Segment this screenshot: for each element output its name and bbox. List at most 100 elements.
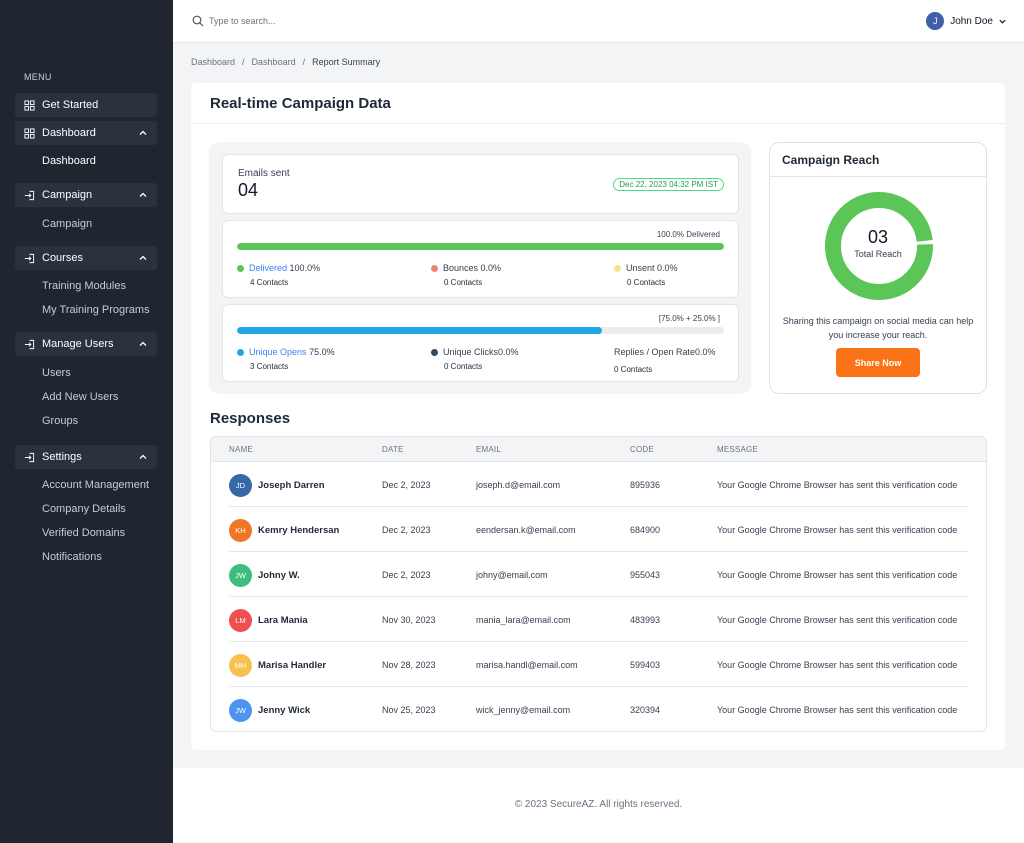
delivered-value: 100.0% bbox=[289, 263, 321, 273]
donut-ring bbox=[825, 192, 933, 300]
breadcrumb: Dashboard / Dashboard / Report Summary bbox=[191, 57, 380, 67]
row-date: Nov 30, 2023 bbox=[382, 615, 436, 625]
menu-label: MENU bbox=[24, 72, 52, 82]
col-date[interactable]: DATE bbox=[382, 445, 404, 454]
stats-panel: Emails sent 04 Dec 22, 2023 04:32 PM IST… bbox=[209, 142, 751, 394]
delivered-link[interactable]: Delivered bbox=[249, 263, 288, 273]
user-menu[interactable]: J John Doe bbox=[926, 12, 1007, 30]
engagement-progress-track bbox=[237, 327, 724, 334]
breadcrumb-separator: / bbox=[302, 57, 306, 67]
chevron-up-icon bbox=[139, 130, 147, 135]
row-divider bbox=[229, 641, 969, 642]
chevron-up-icon bbox=[139, 192, 147, 197]
nav-get-started[interactable]: Get Started bbox=[15, 93, 157, 117]
unsent-contacts: 0 Contacts bbox=[627, 278, 666, 287]
bounces-stat: Bounces 0.0% bbox=[431, 263, 501, 273]
table-row[interactable]: LM Lara Mania Nov 30, 2023 mania_lara@em… bbox=[211, 597, 986, 642]
sub-account-management[interactable]: Account Management bbox=[42, 479, 150, 491]
delivery-progress-fill bbox=[237, 243, 724, 250]
sub-training-modules[interactable]: Training Modules bbox=[42, 280, 126, 292]
nav-manage-users[interactable]: Manage Users bbox=[15, 332, 157, 356]
row-message: Your Google Chrome Browser has sent this… bbox=[717, 570, 958, 580]
table-header: NAME DATE EMAIL CODE MESSAGE bbox=[211, 437, 986, 462]
row-name: Jenny Wick bbox=[258, 705, 311, 716]
table-row[interactable]: KH Kemry Hendersan Dec 2, 2023 eendersan… bbox=[211, 507, 986, 552]
delivery-progress-track bbox=[237, 243, 724, 250]
engagement-caption: [75.0% + 25.0% ] bbox=[658, 314, 720, 323]
red-dot-icon bbox=[431, 265, 438, 272]
engagement-progress-fill bbox=[237, 327, 603, 334]
avatar: MH bbox=[229, 654, 252, 677]
page-title: Real-time Campaign Data bbox=[210, 95, 391, 112]
sub-users[interactable]: Users bbox=[42, 367, 71, 379]
nav-settings-label: Settings bbox=[42, 451, 82, 463]
col-message[interactable]: MESSAGE bbox=[717, 445, 758, 454]
opens-value: 75.0% bbox=[309, 347, 335, 357]
col-name[interactable]: NAME bbox=[229, 445, 253, 454]
login-icon bbox=[24, 253, 35, 263]
nav-campaign[interactable]: Campaign bbox=[15, 183, 157, 207]
sub-groups[interactable]: Groups bbox=[42, 415, 79, 427]
row-divider bbox=[229, 686, 969, 687]
copyright-text: © 2023 SecureAZ. All rights reserved. bbox=[514, 799, 683, 810]
row-name: Marisa Handler bbox=[258, 660, 327, 671]
opens-link[interactable]: Unique Opens bbox=[249, 347, 307, 357]
row-message: Your Google Chrome Browser has sent this… bbox=[717, 660, 958, 670]
campaign-reach-card: Campaign Reach 03 Total Reach Sharing th… bbox=[769, 142, 987, 394]
delivery-caption: 100.0% Delivered bbox=[656, 230, 720, 239]
reach-title: Campaign Reach bbox=[782, 153, 880, 167]
sent-date-badge: Dec 22, 2023 04:32 PM IST bbox=[613, 178, 724, 191]
sub-company-details[interactable]: Company Details bbox=[42, 503, 126, 515]
yellow-dot-icon bbox=[614, 265, 621, 272]
col-code[interactable]: CODE bbox=[630, 445, 654, 454]
row-code: 684900 bbox=[630, 525, 661, 535]
row-name: Kemry Hendersan bbox=[258, 525, 340, 536]
emails-sent-label: Emails sent bbox=[238, 168, 290, 179]
table-row[interactable]: JD Joseph Darren Dec 2, 2023 joseph.d@em… bbox=[211, 462, 986, 507]
share-now-button[interactable]: Share Now bbox=[836, 348, 920, 377]
table-row[interactable]: JW Jenny Wick Nov 25, 2023 wick_jenny@em… bbox=[211, 687, 986, 731]
nav-settings[interactable]: Settings bbox=[15, 445, 157, 469]
avatar: J bbox=[926, 12, 945, 30]
avatar: LM bbox=[229, 609, 252, 632]
breadcrumb-link-dashboard-2[interactable]: Dashboard bbox=[251, 57, 296, 67]
reach-value: 03 bbox=[867, 227, 889, 247]
sub-verified-domains[interactable]: Verified Domains bbox=[42, 527, 126, 539]
campaign-data-card: Real-time Campaign Data Emails sent 04 D… bbox=[191, 83, 1005, 750]
nav-courses[interactable]: Courses bbox=[15, 246, 157, 270]
row-email: joseph.d@email.com bbox=[476, 480, 561, 490]
chevron-down-icon bbox=[999, 19, 1006, 24]
table-row[interactable]: MH Marisa Handler Nov 28, 2023 marisa.ha… bbox=[211, 642, 986, 687]
sub-campaign[interactable]: Campaign bbox=[42, 218, 93, 230]
sub-notifications[interactable]: Notifications bbox=[42, 551, 102, 563]
emails-sent-value: 04 bbox=[238, 180, 259, 200]
sub-add-new-users[interactable]: Add New Users bbox=[42, 391, 119, 403]
clicks-contacts: 0 Contacts bbox=[444, 362, 483, 371]
grid-icon bbox=[24, 127, 35, 139]
row-message: Your Google Chrome Browser has sent this… bbox=[717, 525, 958, 535]
engagement-box: [75.0% + 25.0% ] Unique Opens 75.0% 3 Co… bbox=[222, 304, 739, 382]
col-email[interactable]: EMAIL bbox=[476, 445, 502, 454]
row-email: johny@email.com bbox=[476, 570, 548, 580]
opens-contacts: 3 Contacts bbox=[250, 362, 289, 371]
search-input[interactable] bbox=[209, 12, 409, 30]
responses-table: NAME DATE EMAIL CODE MESSAGE JD Joseph D… bbox=[210, 436, 987, 732]
row-email: eendersan.k@email.com bbox=[476, 525, 576, 535]
table-row[interactable]: JW Johny W. Dec 2, 2023 johny@email.com … bbox=[211, 552, 986, 597]
avatar: JD bbox=[229, 474, 252, 497]
nav-get-started-label: Get Started bbox=[42, 99, 99, 111]
breadcrumb-link-dashboard[interactable]: Dashboard bbox=[191, 57, 236, 67]
row-name: Lara Mania bbox=[258, 615, 308, 626]
delivery-box: 100.0% Delivered Delivered 100.0% 4 Cont… bbox=[222, 220, 739, 298]
sidebar: MENU Get Started Dashboard Dashboard Cam… bbox=[0, 0, 173, 843]
row-divider bbox=[229, 506, 969, 507]
sub-my-training-programs[interactable]: My Training Programs bbox=[42, 304, 150, 316]
row-date: Nov 25, 2023 bbox=[382, 705, 436, 715]
divider bbox=[191, 123, 1005, 124]
nav-dashboard[interactable]: Dashboard bbox=[15, 121, 157, 145]
reach-label: Total Reach bbox=[854, 249, 902, 259]
search-icon[interactable] bbox=[192, 15, 204, 27]
unsent-stat: Unsent 0.0% bbox=[614, 263, 678, 273]
chevron-up-icon bbox=[139, 341, 147, 346]
sub-dashboard[interactable]: Dashboard bbox=[42, 155, 96, 167]
